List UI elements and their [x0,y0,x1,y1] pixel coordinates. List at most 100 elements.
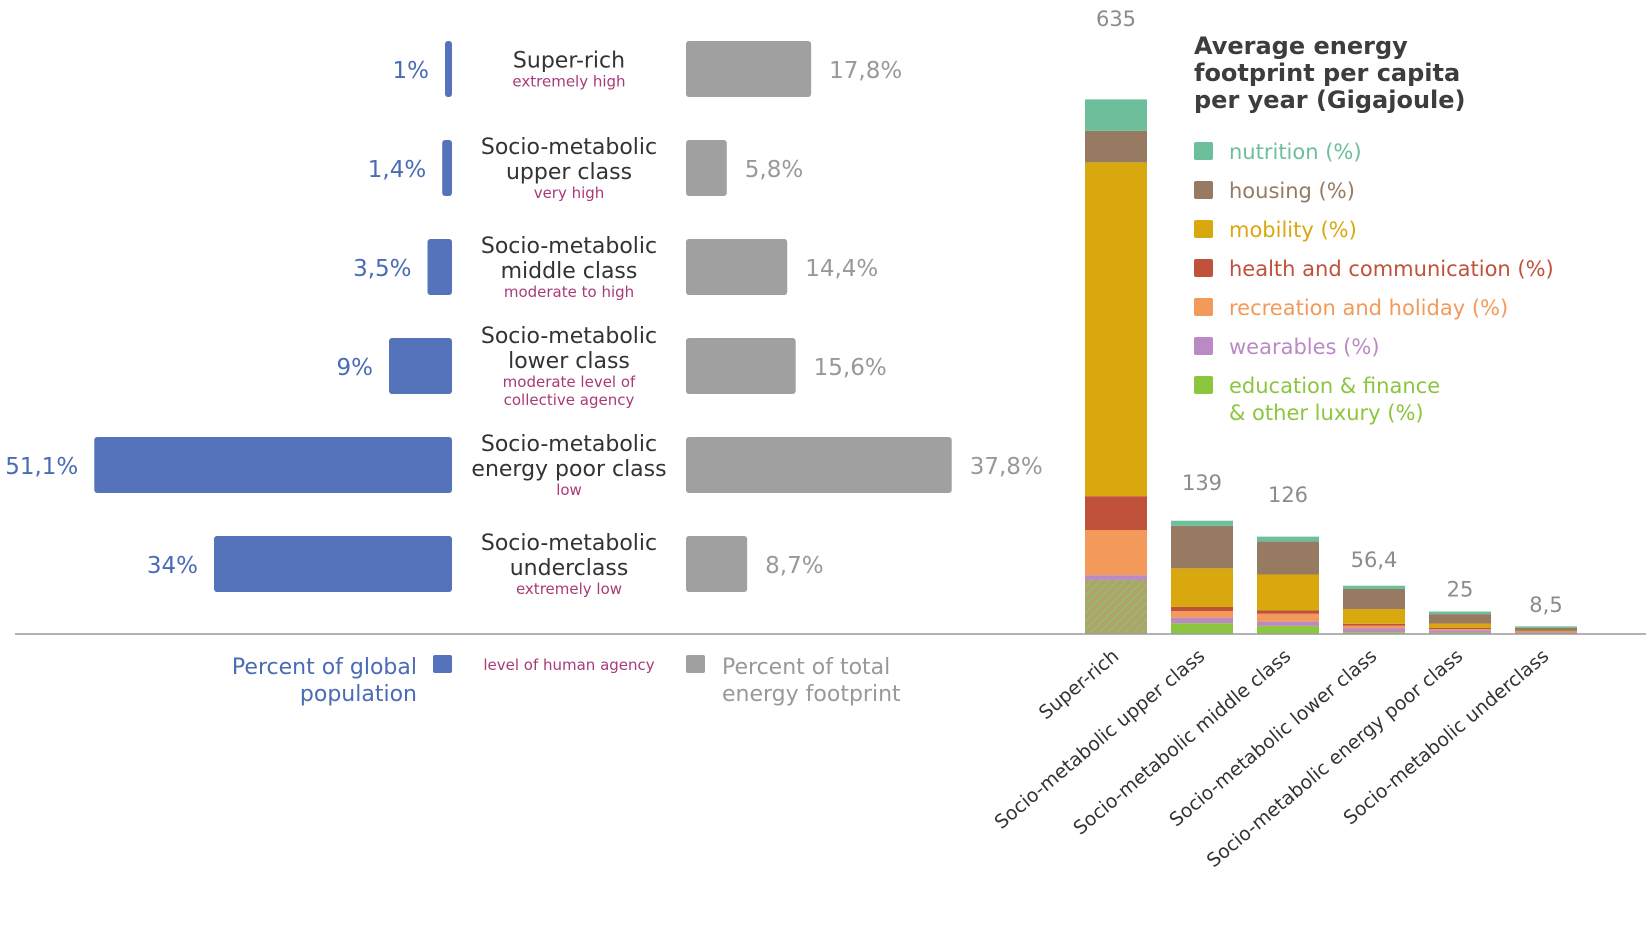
agency-level-socio-metabolic-middle-class-line-0: moderate to high [504,283,634,301]
legend-agency-label: level of human agency [483,656,654,674]
segment-socio-metabolic-upper-class-nutrition [1171,520,1233,526]
agency-level-socio-metabolic-underclass-line-0: extremely low [516,580,622,598]
segment-socio-metabolic-upper-class-mobility [1171,568,1233,607]
segment-socio-metabolic-lower-class-mobility [1343,609,1405,624]
legend-footprint-line-1: energy footprint [722,682,901,707]
class-name-socio-metabolic-lower-class-line-0: Socio-metabolic [481,324,657,349]
legend-population-line-0: Percent of global [232,655,417,680]
segment-super-rich-health-and-communication [1085,496,1147,531]
footprint-label-socio-metabolic-lower-class: 15,6% [814,355,887,381]
segment-socio-metabolic-lower-class-health-and-communication [1343,623,1405,626]
segment-socio-metabolic-middle-class-health-and-communication [1257,610,1319,614]
class-name-super-rich-line-0: Super-rich [513,49,625,74]
population-label-socio-metabolic-lower-class: 9% [337,355,374,381]
segment-socio-metabolic-energy-poor-class-recreation-and-holiday [1429,629,1491,631]
footprint-bar-socio-metabolic-upper-class [686,140,727,196]
segment-socio-metabolic-energy-poor-class-mobility [1429,623,1491,628]
segment-super-rich-education-finance-other-luxury [1085,579,1147,634]
footprint-bar-super-rich [686,41,812,97]
segment-socio-metabolic-middle-class-mobility [1257,574,1319,611]
total-label-socio-metabolic-lower-class: 56,4 [1351,548,1398,572]
total-label-socio-metabolic-underclass: 8,5 [1529,593,1562,617]
population-bar-socio-metabolic-lower-class [389,338,452,394]
population-label-socio-metabolic-upper-class: 1,4% [368,157,426,183]
footprint-label-super-rich: 17,8% [829,58,902,84]
legend-label-housing-line-0: housing (%) [1229,179,1355,203]
segment-socio-metabolic-lower-class-nutrition [1343,585,1405,589]
segment-socio-metabolic-middle-class-nutrition [1257,536,1319,542]
population-bar-socio-metabolic-energy-poor-class [94,437,453,493]
legend-swatch-nutrition [1194,142,1213,160]
class-name-socio-metabolic-middle-class-line-1: middle class [501,259,638,284]
segment-socio-metabolic-energy-poor-class-health-and-communication [1429,627,1491,630]
segment-socio-metabolic-upper-class-wearables [1171,617,1233,624]
footprint-label-socio-metabolic-energy-poor-class: 37,8% [970,454,1043,480]
legend-footprint-swatch [686,655,705,673]
class-name-socio-metabolic-underclass-line-0: Socio-metabolic [481,531,657,556]
total-label-socio-metabolic-energy-poor-class: 25 [1447,578,1474,602]
segment-super-rich-nutrition [1085,99,1147,131]
population-bar-super-rich [445,41,452,97]
segment-socio-metabolic-upper-class-recreation-and-holiday [1171,611,1233,618]
legend-swatch-recreation-and-holiday [1194,298,1213,316]
footprint-bar-socio-metabolic-middle-class [686,239,788,295]
footprint-bar-socio-metabolic-underclass [686,536,748,592]
segment-socio-metabolic-underclass-health-and-communication [1515,631,1577,633]
segment-socio-metabolic-middle-class-education-finance-other-luxury [1257,625,1319,634]
legend-population-swatch [433,655,452,673]
segment-socio-metabolic-energy-poor-class-housing [1429,614,1491,624]
population-bar-socio-metabolic-upper-class [442,140,452,196]
legend-title-line-0: Average energy [1194,32,1408,60]
segment-socio-metabolic-lower-class-housing [1343,588,1405,610]
segment-socio-metabolic-underclass-nutrition [1515,626,1577,628]
agency-level-socio-metabolic-upper-class-line-0: very high [534,184,605,202]
population-label-super-rich: 1% [393,58,430,84]
legend-label-health-and-communication-line-0: health and communication (%) [1229,257,1554,281]
legend-label-mobility-line-0: mobility (%) [1229,218,1357,242]
legend-title-line-2: per year (Gigajoule) [1194,86,1466,114]
class-name-socio-metabolic-energy-poor-class-line-0: Socio-metabolic [481,432,657,457]
agency-level-socio-metabolic-lower-class-line-0: moderate level of [503,373,636,391]
population-bar-socio-metabolic-middle-class [427,239,452,295]
segment-socio-metabolic-upper-class-education-finance-other-luxury [1171,623,1233,634]
segment-socio-metabolic-lower-class-recreation-and-holiday [1343,625,1405,629]
legend-label-education-finance-other-luxury-line-1: & other luxury (%) [1229,401,1424,425]
class-name-socio-metabolic-middle-class-line-0: Socio-metabolic [481,234,657,259]
segment-socio-metabolic-middle-class-housing [1257,541,1319,575]
class-name-socio-metabolic-underclass-line-1: underclass [510,556,629,581]
legend-swatch-housing [1194,181,1213,199]
legend-label-recreation-and-holiday-line-0: recreation and holiday (%) [1229,296,1508,320]
footprint-bar-socio-metabolic-energy-poor-class [686,437,952,493]
segment-socio-metabolic-underclass-mobility [1515,630,1577,632]
segment-socio-metabolic-underclass-wearables [1515,632,1577,634]
agency-level-super-rich-line-0: extremely high [512,73,625,91]
class-name-socio-metabolic-energy-poor-class-line-1: energy poor class [471,457,666,482]
agency-level-socio-metabolic-lower-class-line-1: collective agency [504,391,635,409]
segment-socio-metabolic-energy-poor-class-wearables [1429,630,1491,633]
segment-socio-metabolic-upper-class-housing [1171,525,1233,569]
footprint-bar-socio-metabolic-lower-class [686,338,796,394]
total-label-super-rich: 635 [1096,7,1136,31]
total-label-socio-metabolic-upper-class: 139 [1182,471,1222,495]
population-label-socio-metabolic-middle-class: 3,5% [353,256,411,282]
legend-swatch-health-and-communication [1194,259,1213,277]
legend-swatch-wearables [1194,337,1213,355]
segment-socio-metabolic-underclass-housing [1515,627,1577,631]
segment-socio-metabolic-lower-class-education-finance-other-luxury [1343,632,1405,634]
footprint-label-socio-metabolic-middle-class: 14,4% [805,256,878,282]
population-label-socio-metabolic-underclass: 34% [147,553,198,579]
footprint-label-socio-metabolic-underclass: 8,7% [765,553,823,579]
class-name-socio-metabolic-upper-class-line-1: upper class [506,160,632,185]
legend-population-line-1: population [300,682,417,707]
legend-label-wearables-line-0: wearables (%) [1229,335,1380,359]
legend-title-line-1: footprint per capita [1194,59,1460,87]
footprint-label-socio-metabolic-upper-class: 5,8% [745,157,803,183]
population-label-socio-metabolic-energy-poor-class: 51,1% [5,454,78,480]
class-name-socio-metabolic-upper-class-line-0: Socio-metabolic [481,135,657,160]
segment-socio-metabolic-middle-class-recreation-and-holiday [1257,613,1319,622]
segment-socio-metabolic-middle-class-wearables [1257,621,1319,626]
